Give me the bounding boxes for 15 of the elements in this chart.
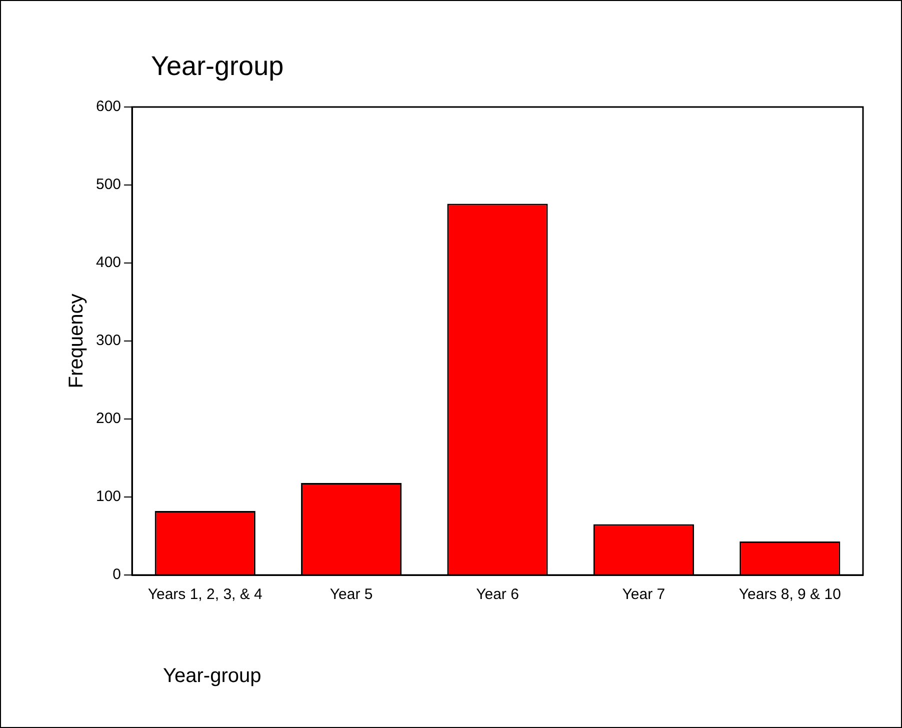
y-tick-label: 200 <box>96 410 122 428</box>
y-tick-label: 600 <box>96 98 122 116</box>
x-tick-label: Year 5 <box>330 586 373 604</box>
chart-title: Year-group <box>151 51 284 82</box>
x-tick-label: Years 8, 9 & 10 <box>738 586 841 604</box>
x-tick-label: Year 6 <box>476 586 519 604</box>
x-axis-title: Year-group <box>163 665 262 688</box>
x-tick-label: Years 1, 2, 3, & 4 <box>148 586 262 604</box>
y-tick-label: 300 <box>96 332 122 350</box>
y-axis-title: Frequency <box>66 294 88 388</box>
y-tick-label: 500 <box>96 176 122 194</box>
y-tick-label: 0 <box>112 566 122 584</box>
y-tick-label: 100 <box>96 488 122 506</box>
y-tick-label: 400 <box>96 254 122 272</box>
x-tick-label: Year 7 <box>622 586 666 604</box>
